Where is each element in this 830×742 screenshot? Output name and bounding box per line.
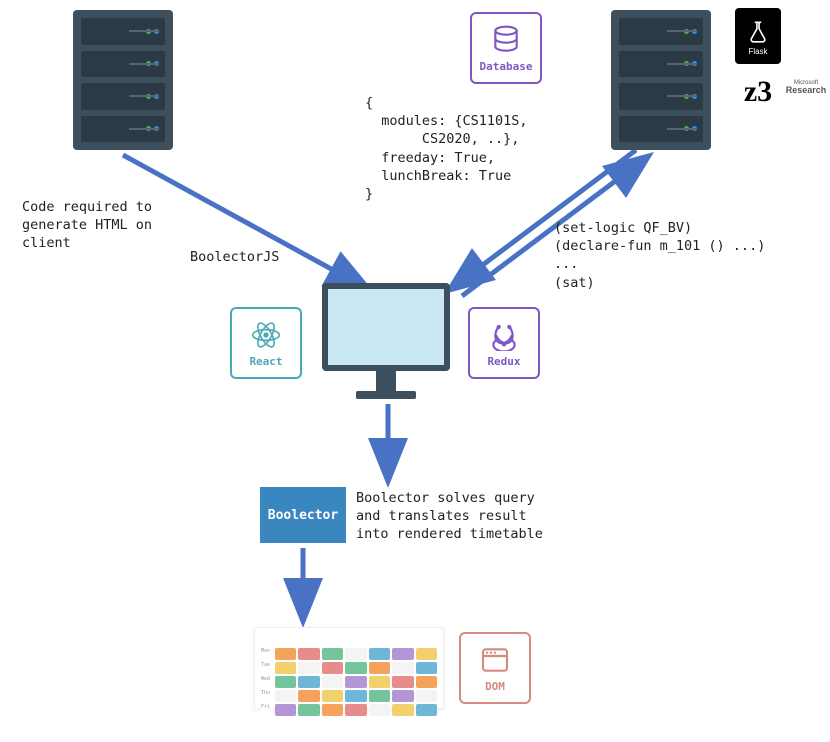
react-icon [250, 319, 282, 351]
redux-node: Redux [468, 307, 540, 379]
client-monitor [322, 283, 450, 399]
z3-label: z3 [744, 75, 772, 109]
msresearch-logo: Microsoft Research [783, 72, 829, 102]
react-label: React [249, 355, 282, 368]
database-label: Database [480, 60, 533, 73]
timetable-output: MonTueWedThuFri [254, 627, 444, 709]
smt-query-text: (set-logic QF_BV) (declare-fun m_101 () … [554, 219, 765, 292]
boolectorjs-label: BoolectorJS [190, 248, 279, 266]
window-icon [479, 644, 511, 676]
redux-icon [488, 319, 520, 351]
server-left [73, 10, 173, 150]
monitor-screen-icon [322, 283, 450, 371]
flask-logo: Flask [735, 8, 781, 64]
database-node: Database [470, 12, 542, 84]
boolector-label: Boolector [268, 508, 338, 523]
react-node: React [230, 307, 302, 379]
dom-node: DOM [459, 632, 531, 704]
redux-label: Redux [487, 355, 520, 368]
boolector-node: Boolector [260, 487, 346, 543]
z3-logo: z3 [735, 72, 781, 112]
request-json-text: { modules: {CS1101S, CS2020, ..}, freeda… [365, 94, 528, 203]
boolector-note: Boolector solves query and translates re… [356, 489, 543, 544]
dom-label: DOM [485, 680, 505, 693]
client-code-note: Code required to generate HTML on client [22, 198, 152, 253]
flask-label: Flask [748, 47, 767, 56]
flask-icon [745, 17, 771, 47]
server-right [611, 10, 711, 150]
database-icon [490, 24, 522, 56]
